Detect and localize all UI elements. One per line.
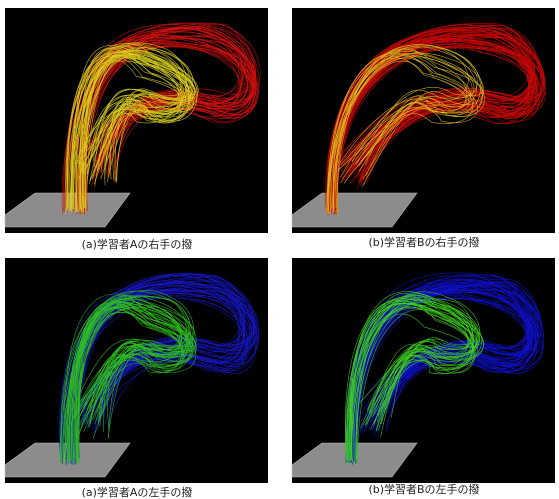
panel — [292, 258, 555, 483]
panel — [5, 8, 268, 233]
caption: (a)学習者Aの右手の撥 — [82, 237, 193, 251]
panel — [292, 8, 555, 233]
caption: (b)学習者Bの右手の撥 — [368, 235, 479, 249]
panel — [5, 258, 268, 483]
caption: (b)学習者Bの左手の撥 — [368, 482, 479, 496]
figure: (a)学習者Aの右手の撥 (b)学習者Bの右手の撥 (a)学習者Aの左手の撥 (… — [0, 0, 559, 499]
caption: (a)学習者Aの左手の撥 — [82, 485, 193, 499]
